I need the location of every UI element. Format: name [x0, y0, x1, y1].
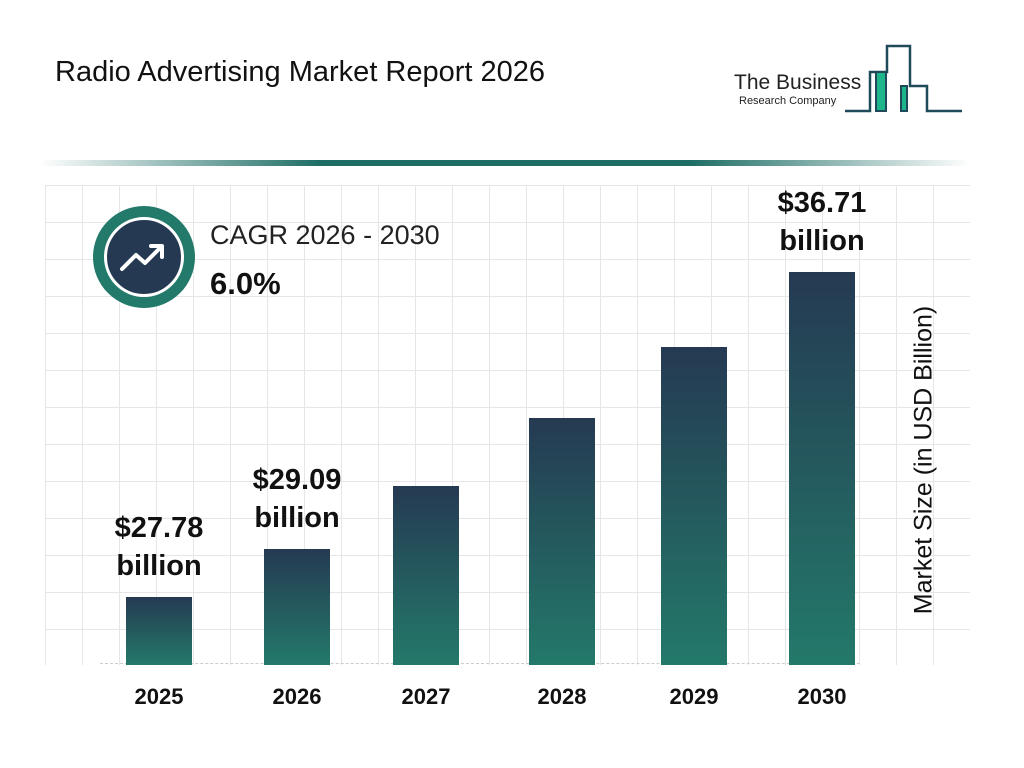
- cagr-badge: [93, 206, 195, 308]
- data-label-line2: billion: [116, 550, 202, 582]
- data-label-2030: $36.71 billion: [752, 184, 892, 260]
- data-label-2026: $29.09 billion: [227, 461, 367, 537]
- cagr-value: 6.0%: [210, 266, 281, 301]
- bar-2025: [126, 597, 192, 665]
- data-label-line1: $27.78: [114, 512, 204, 544]
- bar-2030: [789, 272, 855, 665]
- x-tick-label: 2030: [797, 684, 847, 709]
- cagr-label: CAGR 2026 - 2030: [210, 220, 440, 250]
- company-logo: The Business Research Company: [730, 44, 965, 116]
- x-tick-label: 2027: [401, 684, 451, 709]
- data-label-line2: billion: [779, 225, 865, 257]
- bar-2029: [661, 346, 727, 665]
- logo-text-line1: The Business: [734, 71, 862, 94]
- x-tick-label: 2025: [134, 684, 184, 709]
- logo-text-line2: Research Company: [739, 95, 837, 107]
- bar-2027: [393, 485, 459, 665]
- x-tick-label: 2028: [537, 684, 587, 709]
- x-tick-label: 2026: [272, 684, 322, 709]
- page-title: Radio Advertising Market Report 2026: [55, 56, 546, 88]
- data-label-2025: $27.78 billion: [89, 509, 229, 585]
- data-label-line2: billion: [254, 502, 340, 535]
- data-label-line1: $36.71: [777, 187, 867, 219]
- header-divider: [40, 160, 970, 166]
- x-tick-label: 2029: [669, 684, 719, 709]
- x-axis-baseline: [100, 663, 860, 664]
- trending-up-icon: [120, 244, 164, 271]
- bar-2028: [529, 418, 595, 665]
- bar-2026: [264, 549, 330, 665]
- data-label-line1: $29.09: [252, 464, 342, 497]
- logo-buildings-icon: [845, 44, 962, 113]
